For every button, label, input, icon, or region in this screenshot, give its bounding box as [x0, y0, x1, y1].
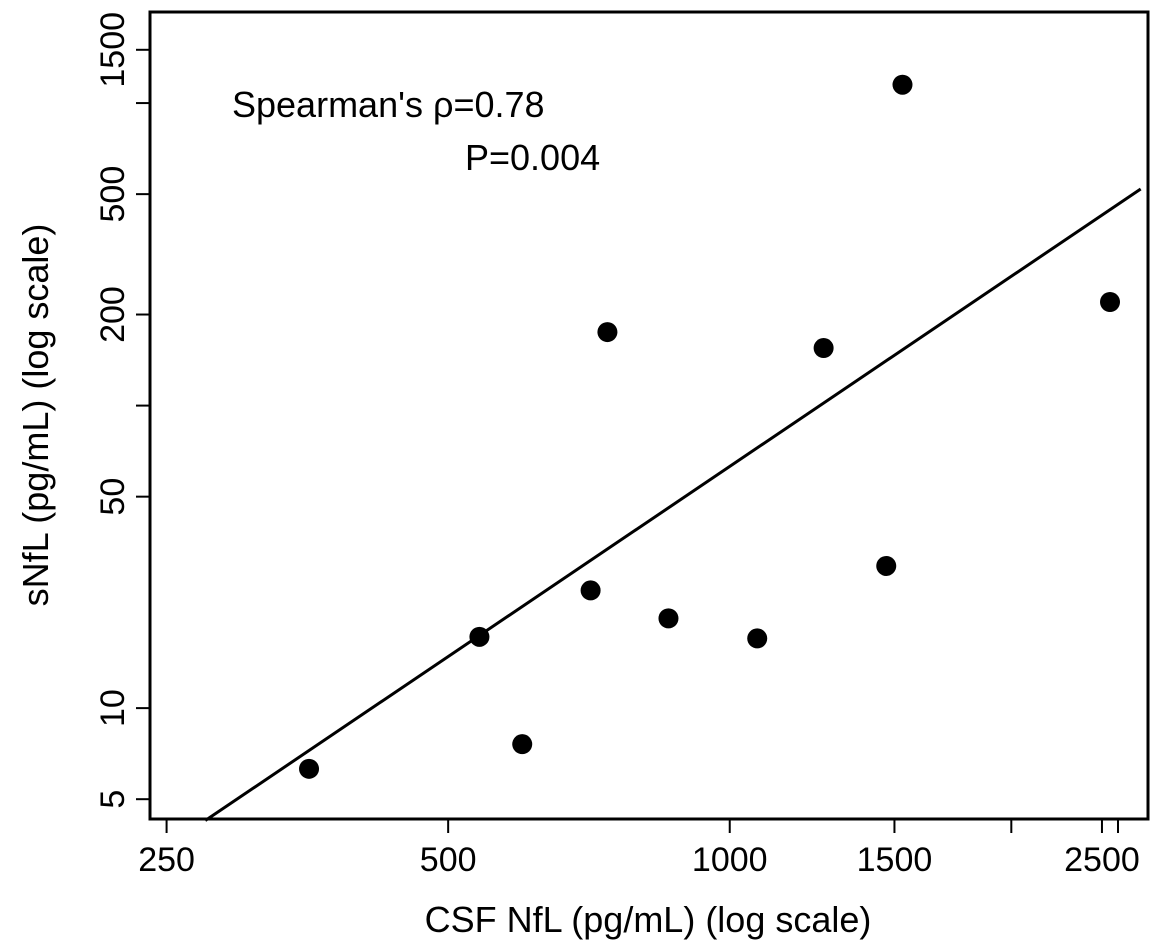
y-axis: 5 10 50 200 500 1500 — [94, 12, 150, 809]
y-tick-label-1500: 1500 — [94, 12, 132, 88]
x-axis-title: CSF NfL (pg/mL) (log scale) — [425, 899, 872, 940]
x-tick-label-250: 250 — [138, 841, 195, 879]
data-points — [299, 74, 1121, 779]
data-point-1 — [299, 758, 320, 779]
y-tick-label-500: 500 — [94, 166, 132, 223]
data-point-4 — [580, 580, 601, 601]
plot-frame — [148, 10, 1150, 821]
x-tick-label-2500: 2500 — [1064, 841, 1140, 879]
data-point-3 — [512, 734, 533, 755]
data-point-7 — [747, 628, 768, 649]
data-point-9 — [876, 555, 897, 576]
data-point-10 — [892, 74, 913, 95]
y-tick-label-10: 10 — [94, 689, 132, 727]
x-axis: 250 500 1000 1500 2500 — [138, 819, 1140, 879]
data-point-11 — [1100, 292, 1121, 313]
x-tick-label-500: 500 — [420, 841, 477, 879]
y-axis-title: sNfL (pg/mL) (log scale) — [15, 224, 56, 607]
annotation-p-value: P=0.004 — [465, 137, 600, 178]
data-point-2 — [469, 626, 490, 647]
data-point-5 — [597, 322, 618, 343]
x-tick-label-1000: 1000 — [692, 841, 768, 879]
y-tick-label-200: 200 — [94, 286, 132, 343]
annotation-correlation: Spearman's ρ=0.78 — [232, 84, 545, 125]
regression-line-group — [204, 187, 1142, 822]
x-tick-label-1500: 1500 — [857, 841, 933, 879]
y-tick-label-5: 5 — [94, 790, 132, 809]
data-point-6 — [658, 608, 679, 629]
data-point-8 — [813, 338, 834, 359]
y-tick-label-50: 50 — [94, 478, 132, 516]
regression-line — [204, 187, 1142, 822]
